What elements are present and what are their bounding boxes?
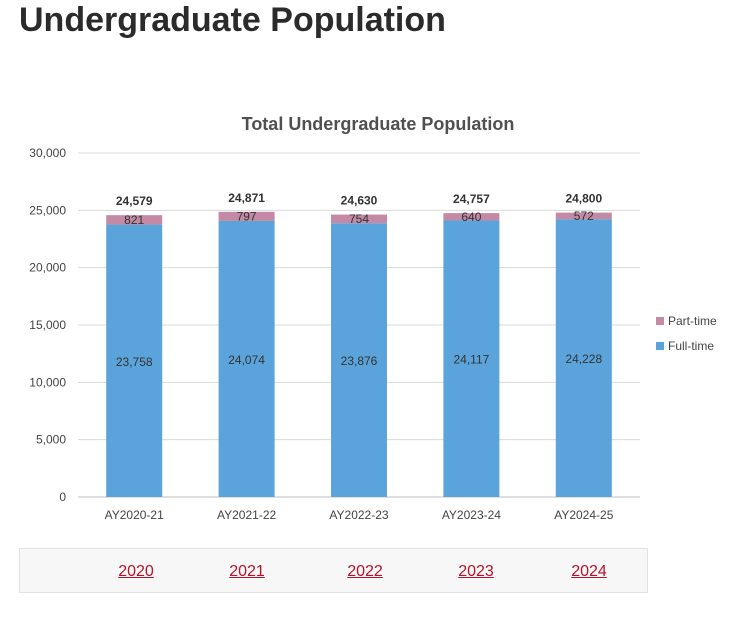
bar-part-time [106, 215, 163, 225]
bar-part-time [443, 213, 500, 221]
data-label-full-time: 23,758 [116, 355, 153, 369]
bar-full-time [331, 223, 387, 497]
bar-part-time [331, 214, 387, 224]
data-label-part-time: 821 [124, 213, 144, 227]
legend-swatch-full-time [656, 342, 664, 350]
year-link-2023[interactable]: 2023 [458, 563, 494, 580]
legend-swatch-part-time [656, 317, 664, 325]
x-tick-label: AY2024-25 [554, 508, 613, 522]
year-link-2024[interactable]: 2024 [571, 563, 607, 580]
data-label-total: 24,630 [341, 194, 378, 208]
data-label-part-time: 572 [574, 209, 594, 223]
data-label-total: 24,757 [453, 192, 490, 206]
data-label-total: 24,800 [565, 192, 602, 206]
bar-part-time [218, 211, 275, 221]
x-tick-label: AY2021-22 [217, 508, 276, 522]
data-label-total: 24,579 [116, 194, 153, 208]
data-label-total: 24,871 [228, 191, 265, 205]
bar-full-time [555, 219, 612, 497]
x-tick-label: AY2022-23 [329, 508, 388, 522]
page-title: Undergraduate Population [19, 1, 446, 39]
data-label-part-time: 797 [237, 209, 257, 223]
bar-part-time [555, 212, 612, 220]
y-tick-label: 25,000 [29, 203, 66, 217]
legend-label-part-time: Part-time [668, 314, 717, 328]
y-tick-label: 15,000 [29, 318, 66, 332]
year-link-2020[interactable]: 2020 [118, 563, 154, 580]
chart-title: Total Undergraduate Population [242, 114, 515, 134]
x-tick-label: AY2020-21 [105, 508, 164, 522]
bar-full-time [106, 224, 163, 497]
data-label-part-time: 754 [349, 212, 369, 226]
data-label-part-time: 640 [461, 210, 481, 224]
year-link-2021[interactable]: 2021 [229, 563, 265, 580]
y-tick-label: 0 [59, 490, 66, 504]
legend-label-full-time: Full-time [668, 339, 714, 353]
y-tick-label: 10,000 [29, 375, 66, 389]
data-label-full-time: 24,074 [228, 353, 265, 367]
year-link-2022[interactable]: 2022 [347, 563, 383, 580]
year-links-bar: 2020 2021 2022 2023 2024 [19, 548, 648, 593]
y-tick-label: 30,000 [29, 146, 66, 160]
total-undergraduate-population-chart: Total Undergraduate Population 0 5,000 10,0… [29, 114, 717, 522]
data-label-full-time: 23,876 [341, 354, 378, 368]
data-label-full-time: 24,117 [453, 353, 489, 367]
y-tick-label: 20,000 [29, 261, 66, 275]
data-label-full-time: 24,228 [565, 352, 602, 366]
y-tick-label: 5,000 [36, 433, 66, 447]
bar-full-time [218, 220, 275, 497]
x-tick-label: AY2023-24 [442, 508, 501, 522]
bar-full-time [443, 220, 500, 497]
